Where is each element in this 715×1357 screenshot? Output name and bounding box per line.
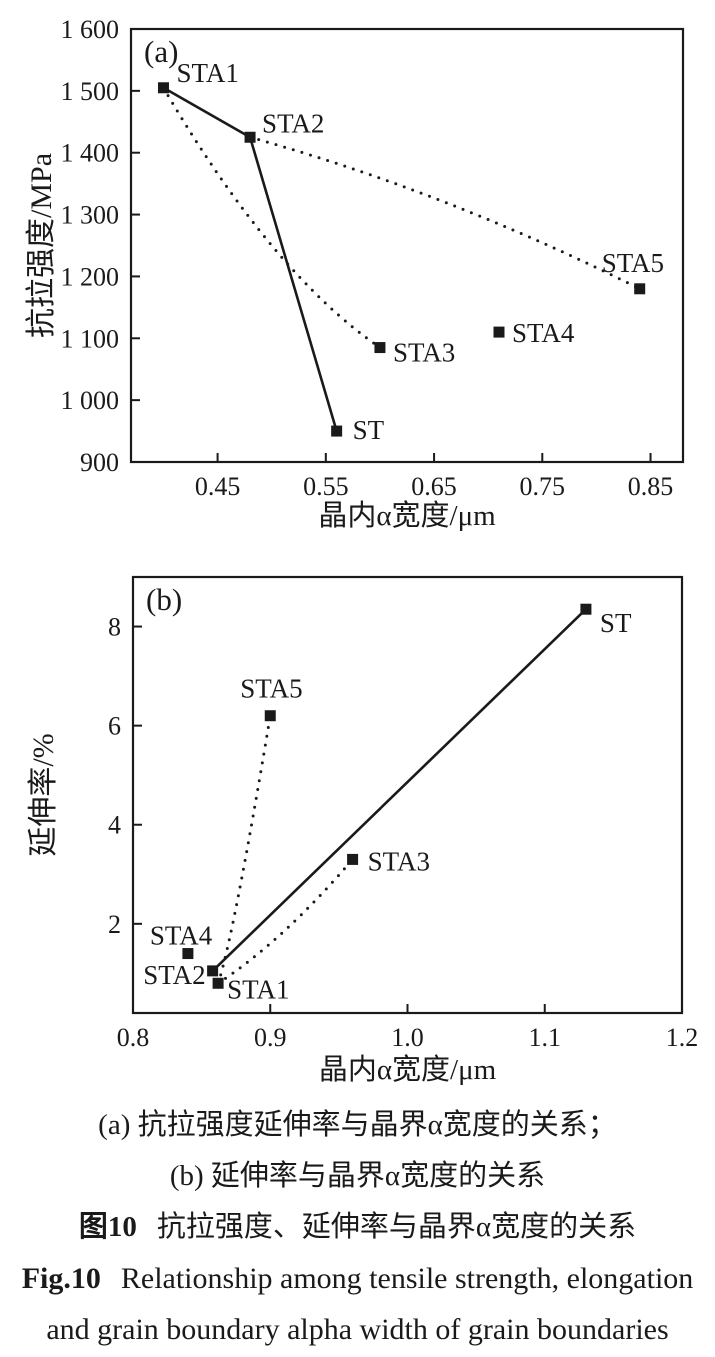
x-tick-label-a: 0.45 xyxy=(195,472,241,501)
caption-block: (a) 抗拉强度延伸率与晶界α宽度的关系； (b) 延伸率与晶界α宽度的关系 图… xyxy=(0,1100,715,1355)
x-tick-label-a: 0.85 xyxy=(628,472,674,501)
data-point-a-sta4 xyxy=(493,326,505,338)
dotted-connector-sta2-sta5 xyxy=(248,135,642,291)
y-tick-label-b: 4 xyxy=(108,811,121,840)
data-point-b-sta5 xyxy=(264,710,276,722)
data-point-a-sta5 xyxy=(634,283,646,295)
figure-number-en: Fig.10 xyxy=(21,1262,101,1295)
caption-line-a: (a) 抗拉强度延伸率与晶界α宽度的关系； xyxy=(98,1109,617,1141)
y-tick-label-a: 1 000 xyxy=(61,386,120,415)
data-point-a-sta2 xyxy=(244,131,256,143)
y-axis-title-b: 延伸率/% xyxy=(27,733,60,856)
point-label-b-sta5: STA5 xyxy=(240,674,302,704)
caption-line-b: (b) 延伸率与晶界α宽度的关系 xyxy=(169,1160,546,1192)
dotted-connector-sta1-sta3 xyxy=(161,86,382,350)
caption-figure-en: Fig.10 Relationship among tensile strengt… xyxy=(0,1253,715,1304)
y-tick-label-a: 1 200 xyxy=(61,262,120,291)
y-tick-label-a: 1 600 xyxy=(61,15,120,44)
y-tick-label-a: 1 400 xyxy=(61,139,120,168)
y-axis-title-a: 抗拉强度/MPa xyxy=(25,153,58,338)
x-tick-label-a: 0.75 xyxy=(520,472,566,501)
solid-connector-b xyxy=(211,608,587,972)
data-point-a-st xyxy=(331,425,343,437)
data-point-b-sta4 xyxy=(182,948,194,960)
y-tick-label-b: 8 xyxy=(108,613,121,642)
x-tick-label-a: 0.65 xyxy=(411,472,457,501)
point-label-a-sta4: STA4 xyxy=(512,318,575,348)
y-tick-label-a: 1 300 xyxy=(61,201,120,230)
point-label-b-sta4: STA4 xyxy=(150,921,213,951)
plot-frame-a xyxy=(129,27,685,464)
x-tick-label-b: 1.1 xyxy=(529,1023,562,1052)
point-label-a-sta1: STA1 xyxy=(176,58,238,88)
y-tick-label-a: 900 xyxy=(80,448,119,477)
figure-charts-canvas: 0.45 0.55 0.65 0.75 0.85 900 1 000 1 100 1 200 1 … xyxy=(25,15,699,1086)
x-axis-title-b: 晶内α宽度/μm xyxy=(319,1053,497,1086)
x-tick-label-b: 0.9 xyxy=(254,1023,287,1052)
data-point-b-sta1 xyxy=(212,977,224,989)
dotted-connector-sta1-sta3 xyxy=(216,857,355,985)
data-point-a-sta3 xyxy=(374,342,386,354)
panel-label-b: (b) xyxy=(146,582,182,617)
dotted-connector-sta1-sta5 xyxy=(216,714,272,985)
y-tick-label-a: 1 100 xyxy=(61,324,120,353)
point-label-a-sta3: STA3 xyxy=(393,338,455,368)
caption-figure-en-line2: and grain boundary alpha width of grain … xyxy=(46,1313,669,1346)
x-axis-title-a: 晶内α宽度/μm xyxy=(318,499,496,532)
y-tick-label-b: 6 xyxy=(108,712,121,741)
point-label-b-st: ST xyxy=(600,608,632,638)
point-label-b-sta1: STA1 xyxy=(227,974,289,1004)
data-point-b-sta3 xyxy=(347,853,359,865)
point-label-b-sta2: STA2 xyxy=(143,960,205,990)
point-label-b-sta3: STA3 xyxy=(368,846,430,876)
x-tick-label-b: 1.2 xyxy=(666,1023,699,1052)
data-point-a-sta1 xyxy=(157,82,169,94)
figure-title-cn: 抗拉强度、延伸率与晶界α宽度的关系 xyxy=(156,1211,637,1243)
caption-figure-cn: 图10 抗拉强度、延伸率与晶界α宽度的关系 xyxy=(0,1202,715,1253)
data-point-b-sta2 xyxy=(207,965,219,977)
y-tick-label-b: 2 xyxy=(108,910,121,939)
figure-title-en-line1: Relationship among tensile strength, elo… xyxy=(120,1262,694,1295)
x-tick-label-b: 1.0 xyxy=(391,1023,424,1052)
point-label-a-sta5: STA5 xyxy=(602,248,664,278)
figure-number-cn: 图10 xyxy=(78,1211,137,1243)
y-tick-label-a: 1 500 xyxy=(61,77,120,106)
data-point-b-st xyxy=(580,603,592,615)
x-tick-label-a: 0.55 xyxy=(303,472,349,501)
panel-label-a: (a) xyxy=(144,34,178,69)
plot-frame-b xyxy=(131,575,684,1015)
point-label-a-sta2: STA2 xyxy=(262,108,324,138)
point-label-a-st: ST xyxy=(353,415,385,445)
x-tick-label-b: 0.8 xyxy=(117,1023,150,1052)
